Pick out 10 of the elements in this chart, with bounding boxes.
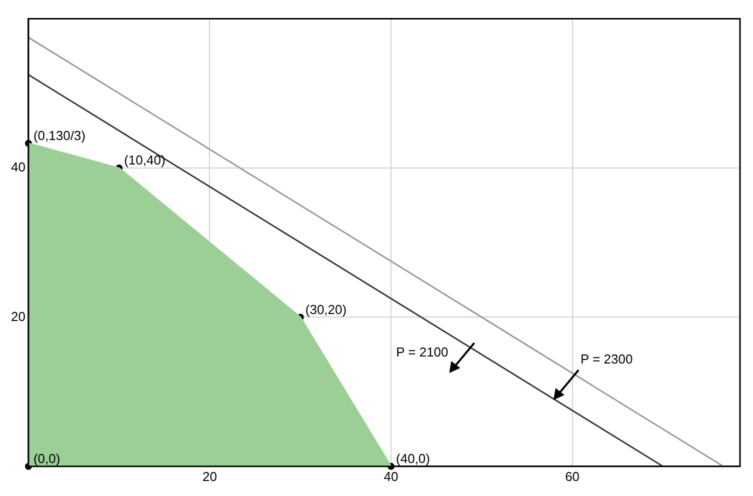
- x-tick-label: 40: [384, 468, 398, 484]
- annotation: (10,40): [124, 152, 166, 168]
- annotation: (40,0): [396, 450, 430, 466]
- annotation: (0,130/3): [33, 128, 86, 143]
- series-label: P = 2100: [396, 344, 448, 360]
- annotation: (0,0): [33, 450, 60, 466]
- x-tick-label: 20: [202, 468, 217, 484]
- x-tick-label: 60: [565, 468, 580, 484]
- series-label: P = 2300: [580, 352, 633, 367]
- annotation: (30,20): [305, 302, 347, 317]
